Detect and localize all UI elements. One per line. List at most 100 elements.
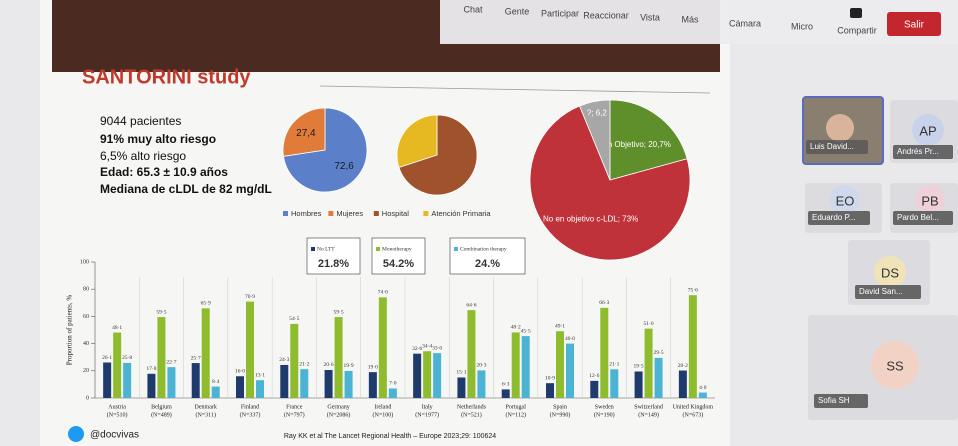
initials: SS: [886, 358, 904, 373]
toolbar-button[interactable]: Vista: [640, 12, 660, 22]
participant-name: David San...: [859, 287, 903, 296]
x-tick-label: Portugal: [506, 404, 527, 410]
leave-button[interactable]: [887, 12, 941, 36]
legend-swatch: [328, 211, 334, 216]
x-tick-note: (N=311): [195, 411, 216, 418]
avatar: [871, 341, 919, 389]
initials: EO: [836, 193, 855, 208]
bar: [511, 332, 520, 398]
bar: [167, 367, 176, 398]
bar: [191, 363, 200, 398]
bar: [433, 353, 442, 398]
y-axis-title: Proportion of patients, %: [66, 295, 74, 366]
toolbar-button[interactable]: Micro: [791, 21, 813, 31]
name-tag: [855, 285, 921, 299]
x-tick-note: (N=2086): [327, 411, 351, 418]
bar-value-label: 70·9: [245, 294, 255, 300]
name-tag: [814, 394, 868, 408]
avatar: [912, 114, 944, 146]
slide-title: SANTORINI study: [82, 66, 251, 88]
bar-value-label: 20·6: [324, 362, 334, 368]
x-tick-note: (N=797): [284, 411, 305, 418]
legend-swatch: [376, 247, 380, 251]
bar-value-label: 4·0: [699, 385, 707, 391]
bar-value-label: 17·8: [146, 366, 156, 372]
x-tick-label: United Kingdom: [673, 404, 714, 410]
legend-overall: 24.%: [475, 258, 500, 270]
bar-value-label: 20·3: [476, 363, 486, 369]
x-tick-label: Finland: [241, 404, 259, 410]
bar: [368, 372, 377, 398]
x-tick-note: (N=990): [550, 411, 571, 418]
legend-label: No LTT: [317, 246, 335, 252]
toolbar-button[interactable]: Chat: [463, 4, 483, 14]
legend-label: Combination therapy: [460, 246, 507, 252]
slice-label: 27,4: [296, 128, 316, 139]
bar-value-label: 34·4: [422, 343, 432, 349]
bar: [211, 386, 220, 398]
bar: [324, 369, 333, 398]
legend-label: Hospital: [382, 209, 409, 218]
toolbar-button[interactable]: Cámara: [729, 18, 761, 28]
citation: Ray KK et al The Lancet Regional Health …: [284, 433, 496, 440]
leave-label[interactable]: Salir: [904, 20, 925, 31]
bar: [634, 371, 643, 398]
legend-label: Monotherapy: [382, 246, 412, 252]
bar: [334, 317, 343, 398]
legend-swatch: [311, 247, 315, 251]
legend-box: [306, 237, 361, 275]
toolbar-button[interactable]: Más: [681, 14, 699, 24]
bar-value-label: 26·1: [102, 355, 112, 361]
toolbar-button[interactable]: Participar: [541, 8, 579, 18]
pie-slice: [282, 107, 326, 157]
avatar: [874, 256, 906, 288]
x-tick-label: Italy: [422, 404, 433, 410]
bar: [103, 362, 112, 398]
bar-value-label: 21·1: [609, 362, 619, 368]
initials: AP: [919, 123, 936, 138]
x-tick-note: (N=521): [461, 411, 482, 418]
pie-slice: [609, 99, 688, 181]
x-tick-note: (N=100): [372, 411, 393, 418]
video-face: [826, 114, 854, 142]
x-tick-note: (N=149): [638, 411, 659, 418]
bar: [678, 370, 687, 398]
twitter-icon: [68, 426, 84, 442]
participant-name: Andrés Pr...: [897, 147, 939, 156]
name-tag: [893, 145, 953, 159]
x-tick-label: Denmark: [195, 404, 217, 410]
bar: [413, 353, 422, 398]
bar-value-label: 13·1: [255, 372, 265, 378]
x-tick-label: Spain: [553, 404, 567, 410]
bar: [477, 370, 486, 398]
bar: [521, 336, 530, 398]
slice-label: ?; 6,2: [587, 108, 608, 117]
initials: PB: [921, 193, 938, 208]
bar: [457, 377, 466, 398]
y-tick-label: 100: [80, 259, 89, 265]
legend-swatch: [454, 247, 458, 251]
legend-swatch: [283, 211, 288, 216]
bar: [546, 383, 554, 398]
bar: [644, 328, 653, 398]
bar-value-label: 25·7: [191, 355, 201, 361]
name-tag: [808, 211, 870, 225]
bar-value-label: 74·0: [378, 290, 388, 296]
x-tick-label: France: [286, 404, 303, 410]
bar-value-label: 25·8: [122, 355, 132, 361]
avatar: [830, 185, 860, 215]
bar-value-label: 15·1: [456, 370, 466, 376]
legend-label: Mujeres: [336, 209, 363, 218]
share-icon: [850, 8, 862, 18]
toolbar-button[interactable]: Reaccionar: [583, 10, 629, 20]
handle: @docvivas: [90, 430, 139, 441]
toolbar-button[interactable]: Gente: [505, 6, 530, 16]
x-tick-label: Belgium: [151, 404, 172, 410]
bar: [654, 357, 663, 398]
x-tick-label: Netherlands: [457, 404, 487, 410]
toolbar-button[interactable]: Compartir: [837, 25, 877, 35]
x-tick-note: (N=673): [682, 411, 703, 418]
legend-label: Atención Primaria: [431, 209, 491, 218]
